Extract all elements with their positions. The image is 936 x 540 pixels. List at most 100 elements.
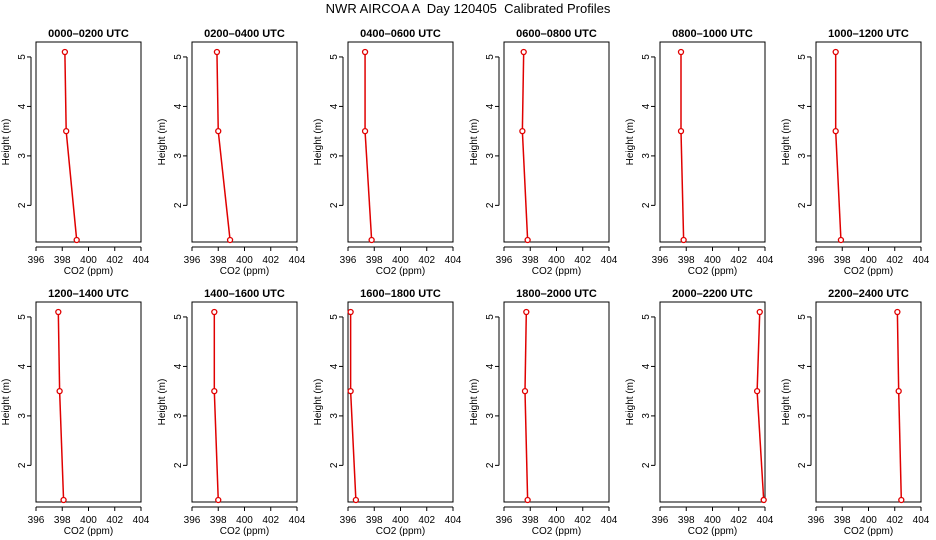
x-tick-label: 398 xyxy=(678,255,695,266)
x-tick-label: 398 xyxy=(522,515,539,526)
data-point xyxy=(895,388,902,395)
series-line-segment xyxy=(64,51,67,132)
data-point xyxy=(677,128,685,135)
series-line-segment xyxy=(756,311,761,392)
y-axis-title: Height (m) xyxy=(1,379,12,426)
x-tick-label: 400 xyxy=(860,515,877,526)
panel-title: 0600–0800 UTC xyxy=(516,28,597,40)
x-tick-label: 398 xyxy=(366,515,383,526)
x-tick-label: 400 xyxy=(80,515,97,526)
series-line-segment xyxy=(349,391,357,501)
data-point xyxy=(211,388,218,395)
x-axis-title: CO2 (ppm) xyxy=(844,526,893,537)
y-axis-title: Height (m) xyxy=(781,119,792,166)
x-tick-label: 396 xyxy=(496,515,513,526)
x-tick-label: 400 xyxy=(548,515,565,526)
x-tick-label: 400 xyxy=(392,515,409,526)
x-tick-label: 398 xyxy=(834,515,851,526)
x-tick-label: 404 xyxy=(757,515,774,526)
y-tick-label: 4 xyxy=(485,103,496,109)
y-tick-label: 5 xyxy=(173,54,184,60)
y-tick-label: 2 xyxy=(329,462,340,468)
data-point xyxy=(520,48,527,56)
x-tick-label: 402 xyxy=(730,515,747,526)
chart-panel: 0800–1000 UTC 396 398 400 402 404 CO2 (ppm) 2 3 4… xyxy=(625,28,774,277)
y-tick-label: 4 xyxy=(797,363,808,369)
x-tick-label: 398 xyxy=(54,255,71,266)
series-line-segment xyxy=(364,131,373,241)
data-point xyxy=(368,236,375,244)
data-point xyxy=(60,496,67,504)
y-tick-label: 2 xyxy=(17,202,28,208)
data-point xyxy=(215,496,222,504)
data-point xyxy=(226,236,234,244)
chart-panel: 1000–1200 UTC 396 398 400 402 404 CO2 (ppm) 2 3 4… xyxy=(781,28,930,277)
x-tick-label: 396 xyxy=(652,515,669,526)
series-line-segment xyxy=(57,311,61,392)
y-tick-label: 3 xyxy=(485,413,496,419)
y-tick-label: 4 xyxy=(329,103,340,109)
y-tick-label: 2 xyxy=(173,462,184,468)
data-point xyxy=(213,48,221,56)
y-axis-title: Height (m) xyxy=(625,379,636,426)
y-tick-label: 4 xyxy=(173,103,184,109)
plot-frame xyxy=(815,301,922,503)
plot-frame xyxy=(191,41,298,243)
y-axis-title: Height (m) xyxy=(625,119,636,166)
y-tick-label: 3 xyxy=(641,413,652,419)
plot-frame xyxy=(815,41,922,243)
x-tick-label: 396 xyxy=(184,255,201,266)
x-axis-title: CO2 (ppm) xyxy=(64,266,113,277)
x-tick-label: 402 xyxy=(886,515,903,526)
series-line-segment xyxy=(213,391,219,501)
series-line-segment xyxy=(756,391,765,501)
y-tick-label: 2 xyxy=(329,202,340,208)
x-tick-label: 398 xyxy=(210,255,227,266)
x-tick-label: 402 xyxy=(106,255,123,266)
data-point xyxy=(832,128,839,135)
y-tick-label: 5 xyxy=(485,314,496,320)
chart-panel: 2200–2400 UTC 396 398 400 402 404 CO2 (ppm) 2 3 4… xyxy=(781,288,930,537)
x-tick-label: 402 xyxy=(262,255,279,266)
data-point xyxy=(832,48,839,56)
y-tick-label: 2 xyxy=(485,202,496,208)
x-tick-label: 400 xyxy=(704,515,721,526)
chart-panel: 0600–0800 UTC 396 398 400 402 404 CO2 (ppm) 2 3 4… xyxy=(469,28,618,277)
y-tick-label: 5 xyxy=(641,314,652,320)
plot-frame xyxy=(503,301,610,503)
y-tick-label: 4 xyxy=(173,363,184,369)
panel-title: 1400–1600 UTC xyxy=(204,288,285,300)
y-tick-label: 3 xyxy=(485,153,496,159)
plot-frame xyxy=(35,41,142,243)
x-tick-label: 396 xyxy=(28,515,45,526)
x-axis-title: CO2 (ppm) xyxy=(532,266,581,277)
x-tick-label: 400 xyxy=(704,255,721,266)
y-tick-label: 3 xyxy=(173,153,184,159)
chart-panel: 1600–1800 UTC 396 398 400 402 404 CO2 (ppm) 2 3 4… xyxy=(313,288,462,537)
data-point xyxy=(523,308,530,316)
x-tick-label: 396 xyxy=(340,515,357,526)
x-tick-label: 396 xyxy=(652,255,669,266)
data-point xyxy=(837,236,845,244)
data-point xyxy=(352,496,360,504)
y-tick-label: 3 xyxy=(797,413,808,419)
x-axis-title: CO2 (ppm) xyxy=(844,266,893,277)
y-axis-title: Height (m) xyxy=(313,119,324,166)
x-tick-label: 400 xyxy=(548,255,565,266)
x-tick-label: 398 xyxy=(54,515,71,526)
y-tick-label: 4 xyxy=(641,363,652,369)
data-point xyxy=(347,308,354,316)
chart-panel: 0200–0400 UTC 396 398 400 402 404 CO2 (ppm) 2 3 4… xyxy=(157,28,306,277)
x-tick-label: 396 xyxy=(184,515,201,526)
x-tick-label: 404 xyxy=(757,255,774,266)
x-tick-label: 404 xyxy=(133,515,150,526)
x-tick-label: 398 xyxy=(678,515,695,526)
x-axis-title: CO2 (ppm) xyxy=(688,266,737,277)
x-tick-label: 400 xyxy=(392,255,409,266)
y-tick-label: 2 xyxy=(17,462,28,468)
y-axis-title: Height (m) xyxy=(1,119,12,166)
x-tick-label: 402 xyxy=(886,255,903,266)
y-tick-label: 5 xyxy=(485,54,496,60)
y-tick-label: 3 xyxy=(17,153,28,159)
y-axis-title: Height (m) xyxy=(469,119,480,166)
